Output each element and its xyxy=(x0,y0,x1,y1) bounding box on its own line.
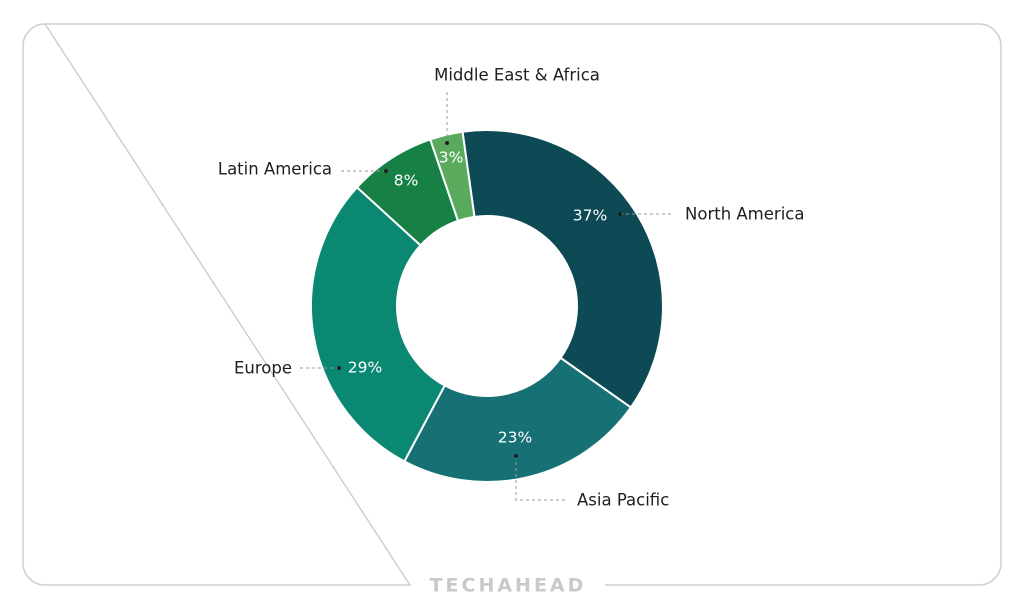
leader-dot xyxy=(445,141,449,145)
leader-dot xyxy=(514,454,518,458)
donut-segment xyxy=(403,356,633,483)
donut-segment xyxy=(310,185,447,463)
category-label: Asia Pacific xyxy=(577,491,669,510)
donut-segment xyxy=(429,130,476,223)
value-label: 37% xyxy=(573,207,607,225)
category-label: Europe xyxy=(234,359,292,378)
donut-segment xyxy=(461,129,664,409)
value-label: 29% xyxy=(348,359,382,377)
category-label: Latin America xyxy=(218,160,332,179)
value-label: 3% xyxy=(439,149,464,167)
watermark: TECHAHEAD xyxy=(430,575,587,597)
category-label: Middle East & Africa xyxy=(434,66,600,85)
leader-dot xyxy=(337,366,341,370)
frame xyxy=(22,23,1002,586)
leader-line xyxy=(515,456,566,501)
value-label: 23% xyxy=(498,429,532,447)
leader-dot xyxy=(618,212,622,216)
category-label: North America xyxy=(685,205,804,224)
value-label: 8% xyxy=(394,172,419,190)
leader-dot xyxy=(384,169,388,173)
